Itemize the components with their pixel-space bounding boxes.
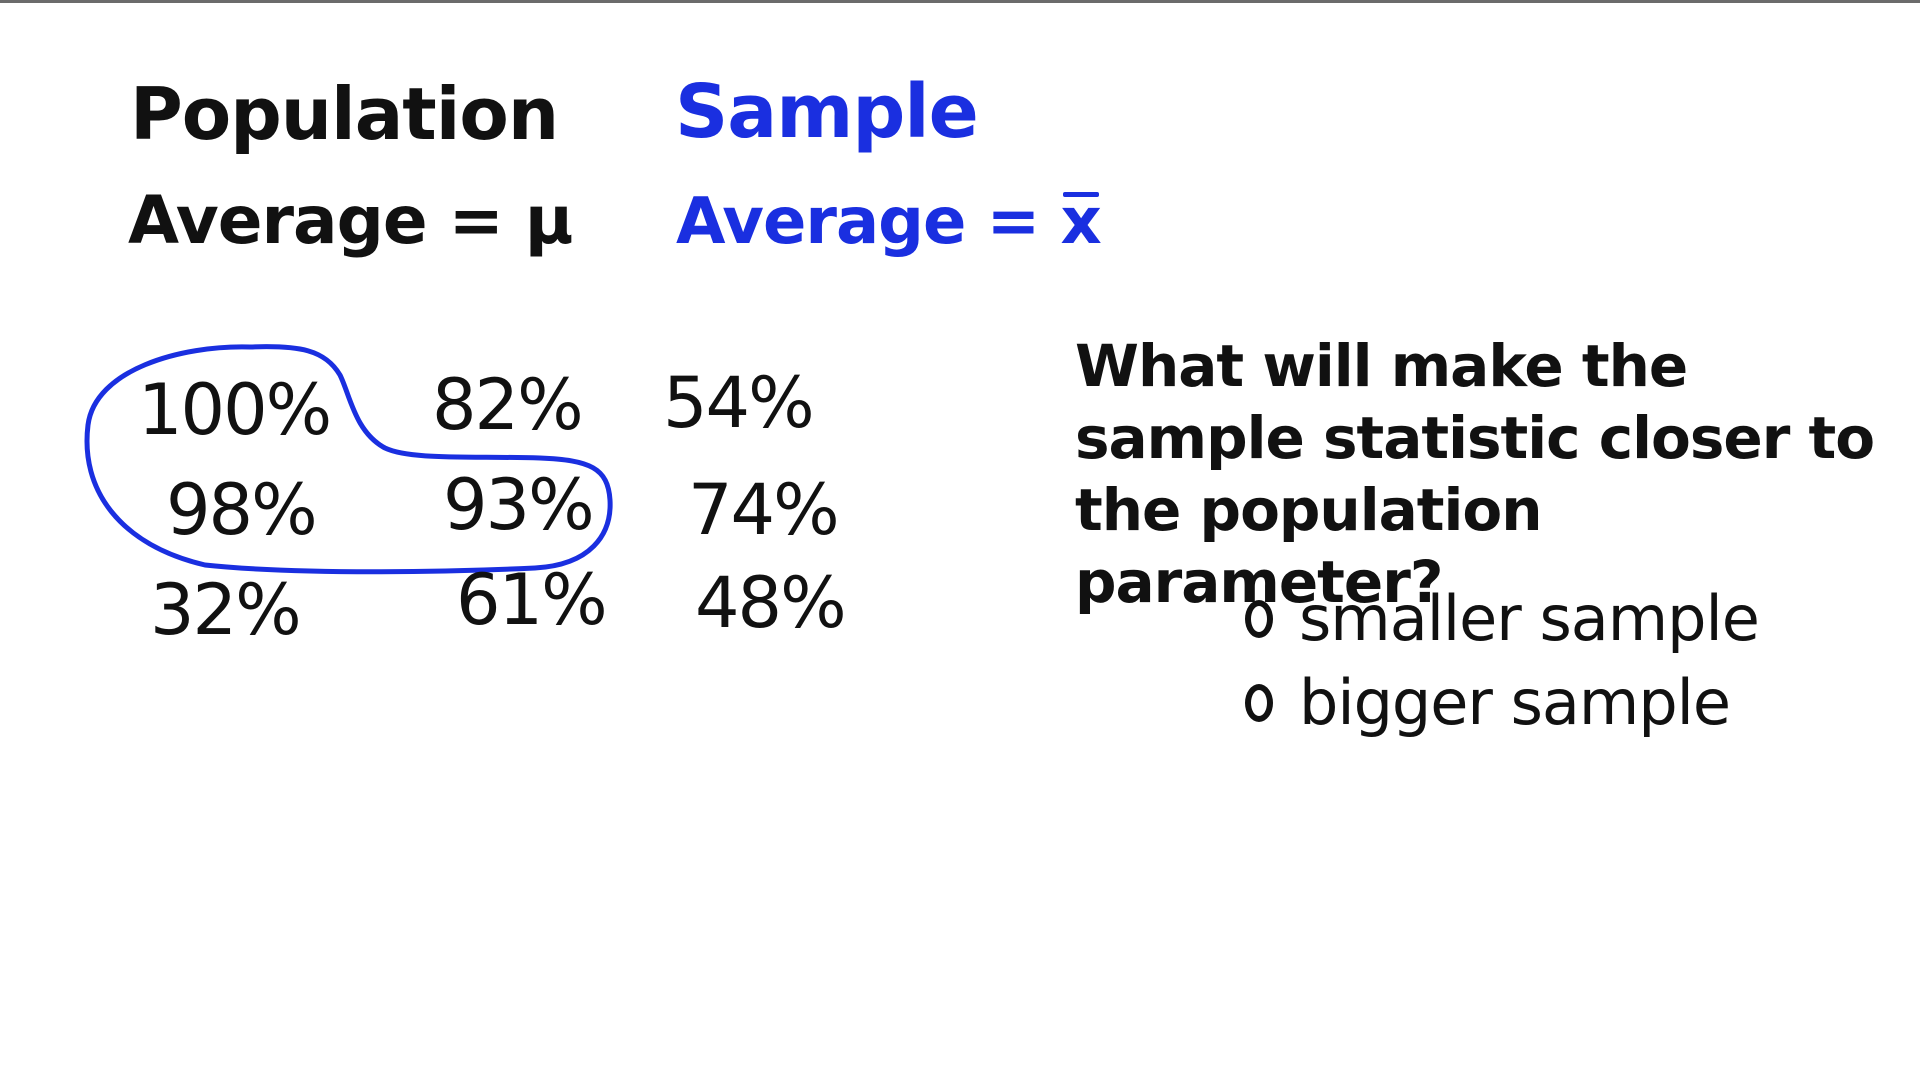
population-average-label: Average = μ bbox=[128, 182, 573, 259]
top-border-line bbox=[0, 0, 1920, 3]
option-bigger-sample[interactable]: bigger sample bbox=[1245, 666, 1731, 739]
value-cell: 61% bbox=[456, 559, 608, 641]
value-cell: 98% bbox=[166, 469, 318, 551]
option-smaller-sample[interactable]: smaller sample bbox=[1245, 582, 1760, 655]
value-cell: 54% bbox=[663, 362, 815, 444]
sample-heading: Sample bbox=[675, 69, 979, 155]
sample-average-label: Average = bbox=[676, 185, 1061, 259]
radio-circle-icon[interactable] bbox=[1245, 684, 1273, 722]
x-bar-symbol: x bbox=[1060, 185, 1102, 259]
sample-average-formula: Average = x bbox=[676, 185, 1102, 259]
value-cell: 93% bbox=[443, 464, 595, 546]
option-label: smaller sample bbox=[1299, 582, 1760, 655]
value-cell: 32% bbox=[150, 569, 302, 651]
quiz-question: What will make the sample statistic clos… bbox=[1075, 332, 1875, 616]
radio-circle-icon[interactable] bbox=[1245, 600, 1273, 638]
value-cell: 82% bbox=[432, 364, 584, 446]
value-cell: 100% bbox=[138, 369, 332, 451]
value-cell: 48% bbox=[695, 562, 847, 644]
option-label: bigger sample bbox=[1299, 666, 1731, 739]
value-cell: 74% bbox=[688, 469, 840, 551]
population-heading: Population bbox=[130, 72, 559, 156]
